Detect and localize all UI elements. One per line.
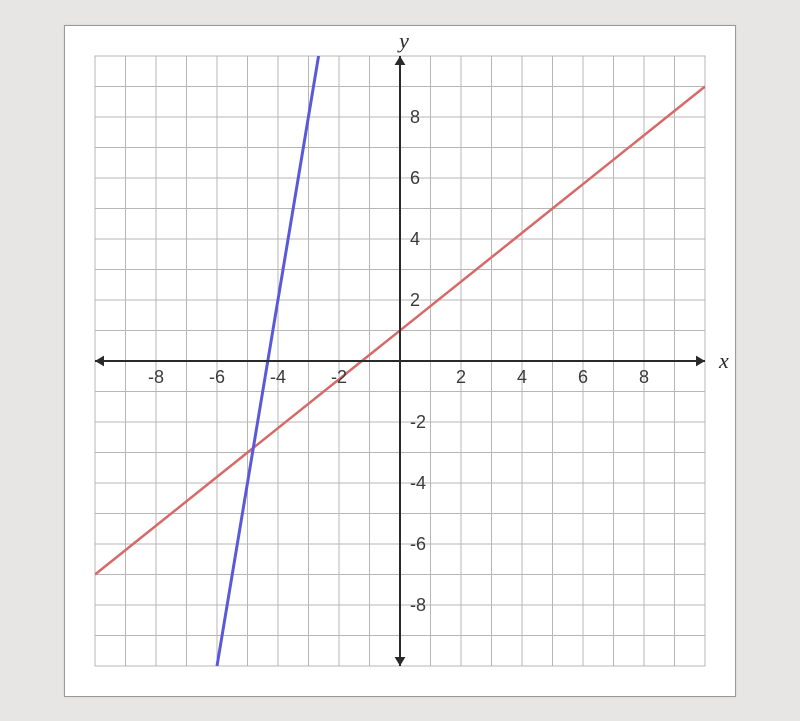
x-tick-label: -4: [270, 367, 286, 387]
y-tick-label: -2: [410, 412, 426, 432]
y-tick-label: 4: [410, 229, 420, 249]
x-tick-label: -8: [148, 367, 164, 387]
y-tick-label: 6: [410, 168, 420, 188]
y-axis-label: y: [397, 28, 409, 53]
x-tick-label: 6: [578, 367, 588, 387]
y-tick-label: -4: [410, 473, 426, 493]
y-tick-label: -6: [410, 534, 426, 554]
x-tick-label: -6: [209, 367, 225, 387]
x-tick-label: 4: [517, 367, 527, 387]
y-tick-label: 8: [410, 107, 420, 127]
x-tick-label: 8: [639, 367, 649, 387]
chart-svg: -8 -6 -4 -2 2 4 6 8 -8 -6 -4 -2 2 4 6 8 x y: [65, 26, 735, 696]
x-axis-label: x: [718, 348, 729, 373]
x-tick-label: -2: [331, 367, 347, 387]
coordinate-chart: -8 -6 -4 -2 2 4 6 8 -8 -6 -4 -2 2 4 6 8 x y: [64, 25, 736, 697]
x-tick-label: 2: [456, 367, 466, 387]
y-tick-label: 2: [410, 290, 420, 310]
y-tick-label: -8: [410, 595, 426, 615]
